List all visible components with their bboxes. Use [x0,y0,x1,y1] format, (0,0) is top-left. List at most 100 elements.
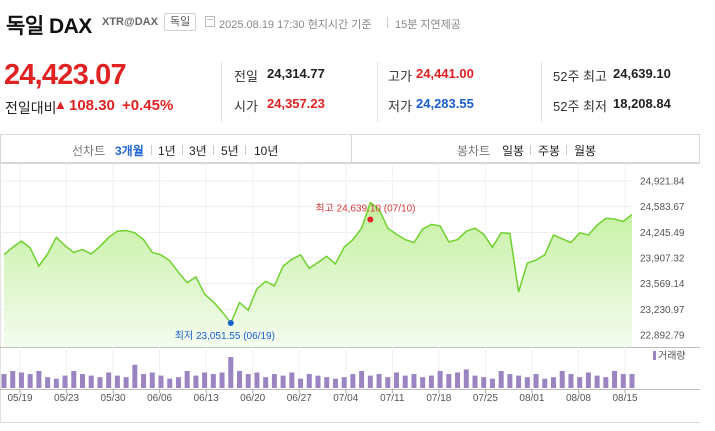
index-title: 독일 DAX [6,15,92,38]
volume-bar [149,372,155,388]
volume-bar [158,375,164,388]
prev-close-value: 24,314.77 [267,66,325,81]
volume-bar [551,377,556,388]
volume-bar [428,375,434,388]
y-tick-label: 22,892.79 [640,331,685,342]
y-tick-label: 24,921.84 [640,177,685,188]
volume-bar [210,374,216,388]
line-chart-label: 선차트 [72,144,106,158]
volume-bar [420,377,426,388]
week52-low-value: 18,208.84 [613,96,671,111]
open-label: 시가 [234,99,258,114]
volume-bar [53,378,59,388]
week52-low-label: 52주 최저 [553,99,607,114]
volume-bar [132,364,138,388]
volume-bar [516,375,522,388]
volume-bar [367,375,373,388]
change-percent: +0.45% [122,97,174,114]
high-point-marker [367,216,374,223]
up-arrow-icon: ▲ [54,97,67,112]
divider [213,145,214,155]
divider [245,145,246,155]
divider [541,62,542,122]
x-tick-label: 05/23 [54,393,79,404]
x-tick-label: 06/06 [147,393,172,404]
volume-bar [542,378,548,388]
x-tick-label: 07/25 [473,393,498,404]
x-tick-label: 08/08 [566,393,591,404]
divider [182,145,183,155]
divider [387,17,388,28]
volume-bar [481,377,487,388]
volume-bar [411,374,417,388]
volume-bar [385,377,391,388]
volume-bar [594,375,600,388]
toolbar-divider [351,135,352,162]
volume-bar [498,370,504,388]
price-chart[interactable]: 최고 24,639.10 (07/10) 최저 23,051.55 (06/19)… [0,163,715,431]
divider [530,145,531,155]
x-tick-label: 07/04 [333,393,358,404]
volume-bar [568,374,574,388]
x-tick-label: 07/11 [380,393,405,404]
volume-bar [359,370,365,388]
price-area [4,202,632,347]
monthly-candle-button[interactable]: 월봉 [574,144,597,158]
high-label: 고가 [388,69,412,84]
period-3m-button[interactable]: 3개월 [115,144,144,158]
volume-bar [629,374,635,388]
volume-bar [97,377,103,388]
volume-legend-swatch [653,351,656,360]
volume-bar [27,374,33,388]
low-label: 저가 [388,99,412,114]
volume-bar [324,377,330,388]
prev-close-label: 전일 [234,69,258,84]
volume-bar [472,375,478,388]
y-tick-label: 24,583.67 [640,202,685,213]
timestamp: 2025.08.19 17:30 현지시간 기준 [219,19,372,31]
volume-bar [332,378,338,388]
volume-bar [254,372,260,388]
volume-bar [36,370,42,388]
volume-bar [315,375,321,388]
volume-bar [263,377,269,388]
volume-bar [350,374,356,388]
volume-bar [10,370,16,388]
stock-header: 독일 DAX XTR@DAX 독일 2025.08.19 17:30 현지시간 … [0,0,715,46]
period-3y-button[interactable]: 3년 [189,144,207,158]
x-tick-label: 05/19 [7,393,32,404]
week52-high-label: 52주 최고 [553,69,607,84]
high-value: 24,441.00 [416,66,474,81]
volume-bar [114,375,120,388]
divider [221,62,222,122]
delay-note: 15분 지연제공 [395,19,461,31]
volume-bar [402,375,408,388]
volume-bar [289,372,295,388]
period-10y-button[interactable]: 10년 [254,144,279,158]
x-tick-label: 08/01 [519,393,544,404]
period-5y-button[interactable]: 5년 [221,144,239,158]
volume-bar [219,372,225,388]
volume-bar [585,372,591,388]
volume-bar [202,372,208,388]
daily-candle-button[interactable]: 일봉 [502,144,525,158]
divider [377,62,378,122]
volume-bar [228,357,234,388]
volume-bar [437,370,443,388]
volume-bar [123,377,129,388]
volume-bar [455,372,461,388]
period-1y-button[interactable]: 1년 [158,144,176,158]
weekly-candle-button[interactable]: 주봉 [538,144,561,158]
volume-bar [184,370,190,388]
volume-bar [559,370,565,388]
country-badge: 독일 [164,13,197,31]
volume-bar [524,377,530,388]
volume-bar [175,377,181,388]
volume-bar [603,377,609,388]
volume-bar [341,377,347,388]
low-point-marker [227,319,234,326]
volume-bar [394,372,399,388]
x-tick-label: 08/15 [612,393,637,404]
divider [151,145,152,155]
volume-bar [80,374,85,388]
